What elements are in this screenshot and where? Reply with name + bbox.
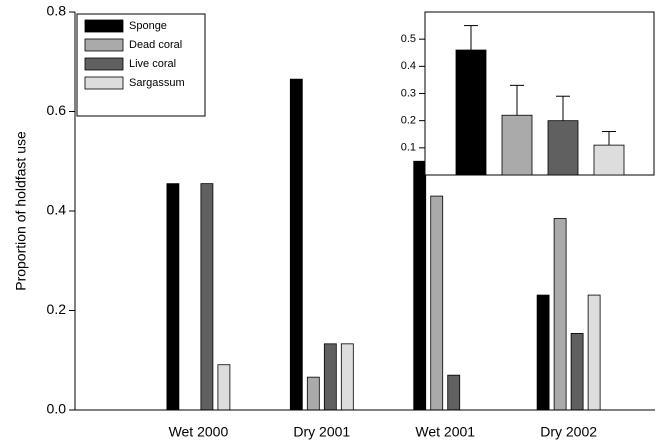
legend-label: Sargassum — [129, 77, 185, 89]
bar — [200, 183, 214, 411]
y-tick-label: 0.3 — [401, 87, 416, 99]
bar — [289, 78, 303, 411]
y-axis-label: Proportion of holdfast use — [13, 131, 29, 291]
legend-swatch — [84, 19, 124, 33]
y-tick-label: 0.1 — [401, 142, 416, 154]
y-tick-label: 0.0 — [47, 401, 67, 417]
bar — [340, 343, 354, 411]
x-tick-label: Wet 2001 — [415, 424, 475, 440]
bar — [306, 376, 320, 411]
bar — [413, 160, 427, 411]
legend-box — [76, 13, 206, 117]
bar — [536, 294, 550, 411]
x-tick-label: Dry 2002 — [540, 424, 597, 440]
bar — [217, 364, 231, 411]
bar — [430, 195, 444, 411]
y-tick-label: 0.4 — [47, 202, 67, 218]
bar — [166, 183, 180, 411]
y-tick-label: 0.2 — [47, 301, 67, 317]
legend-label: Live coral — [129, 58, 176, 70]
legend-swatch — [84, 38, 124, 52]
y-tick-label: 0.8 — [47, 3, 67, 19]
x-tick-label: Wet 2000 — [169, 424, 229, 440]
bar — [570, 332, 584, 411]
inset-bar — [593, 144, 625, 176]
inset-bar — [547, 120, 579, 176]
x-tick-label: Dry 2001 — [293, 424, 350, 440]
y-tick-label: 0.6 — [47, 102, 67, 118]
legend-swatch — [84, 57, 124, 71]
y-tick-label: 0.4 — [401, 60, 416, 72]
legend-swatch — [84, 76, 124, 90]
inset-bar — [501, 114, 533, 176]
legend-label: Sponge — [129, 20, 167, 32]
y-tick-label: 0.5 — [401, 33, 416, 45]
bar — [553, 218, 567, 411]
bar — [447, 374, 461, 411]
inset-bar — [455, 49, 487, 176]
bar — [587, 294, 601, 411]
legend-label: Dead coral — [129, 39, 182, 51]
y-tick-label: 0.2 — [401, 115, 416, 127]
bar — [323, 343, 337, 411]
